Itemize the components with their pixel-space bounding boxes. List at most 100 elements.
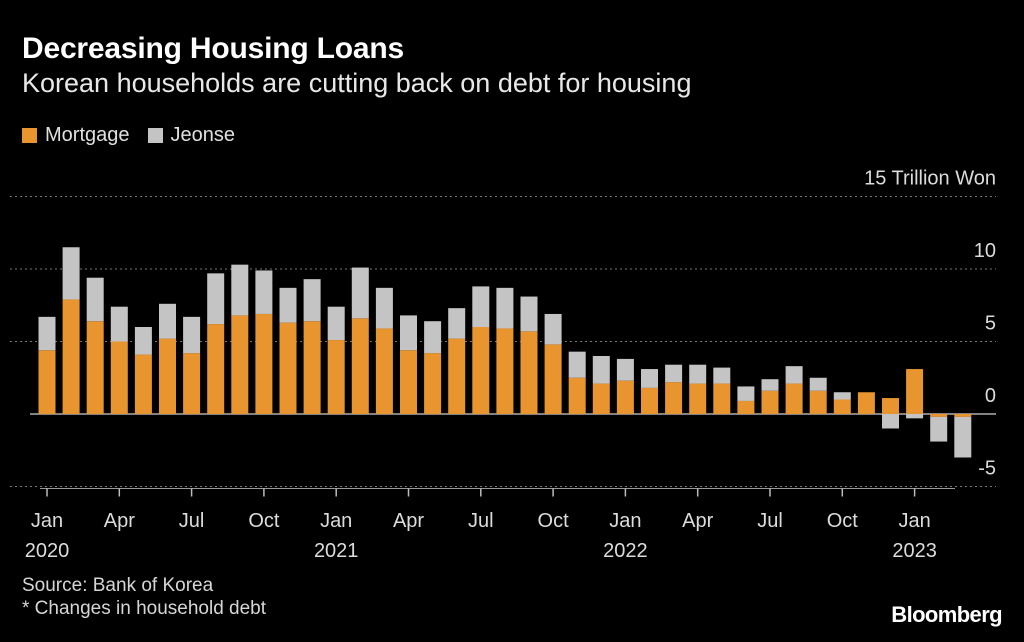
bar-jeonse — [110, 306, 128, 342]
bar-jeonse — [448, 308, 466, 339]
x-tick-label-month: Apr — [393, 510, 424, 532]
bar-jeonse — [231, 264, 249, 316]
legend-label-mortgage: Mortgage — [45, 124, 130, 146]
bar-mortgage — [568, 377, 586, 414]
bar-jeonse — [833, 392, 851, 400]
bar-mortgage — [86, 321, 104, 414]
bar-mortgage — [400, 350, 417, 414]
bar-jeonse — [761, 379, 779, 391]
bar-jeonse — [375, 287, 393, 329]
bar-jeonse — [351, 267, 369, 319]
bar-mortgage — [183, 353, 201, 414]
x-tick-label-month: Oct — [538, 510, 570, 532]
bar-mortgage — [761, 390, 779, 414]
bar-jeonse — [86, 277, 104, 322]
bar-jeonse — [906, 414, 924, 419]
bar-mortgage — [424, 353, 442, 414]
x-tick-label-month: Apr — [104, 510, 135, 532]
bar-jeonse — [592, 356, 610, 384]
bar-jeonse — [38, 316, 56, 351]
x-tick-label-month: Jan — [320, 510, 352, 532]
bar-jeonse — [689, 364, 707, 384]
bar-jeonse — [424, 321, 442, 354]
legend-swatch-jeonse — [147, 128, 163, 143]
bar-mortgage — [737, 400, 755, 414]
legend: Mortgage Jeonse — [22, 124, 253, 147]
bar-jeonse — [400, 315, 417, 351]
bar-mortgage — [833, 399, 851, 414]
chart-title: Decreasing Housing Loans — [22, 32, 404, 65]
bar-jeonse — [882, 414, 899, 429]
bar-mortgage — [62, 299, 80, 414]
bar-mortgage — [544, 344, 562, 414]
debt-note: * Changes in household debt — [22, 598, 267, 619]
bar-mortgage — [857, 392, 875, 414]
bar-mortgage — [110, 341, 128, 414]
bar-mortgage — [38, 350, 56, 414]
bar-jeonse — [134, 327, 152, 355]
bar-mortgage — [207, 324, 225, 414]
source-note: Source: Bank of Korea — [22, 575, 214, 596]
y-tick-label: 5 — [985, 313, 996, 335]
bar-jeonse — [303, 279, 321, 322]
x-tick-label-month: Jan — [609, 510, 641, 532]
bloomberg-logo: Bloomberg — [891, 602, 1002, 627]
bar-mortgage — [351, 318, 369, 414]
x-tick-label-year: 2022 — [603, 540, 648, 562]
y-tick-label: 0 — [985, 385, 996, 407]
x-tick-label-year: 2020 — [25, 540, 70, 562]
bar-mortgage — [689, 383, 707, 414]
x-tick-label-month: Jul — [757, 510, 783, 532]
x-tick-label-month: Jul — [468, 510, 494, 532]
bar-mortgage — [641, 387, 658, 414]
legend-swatch-mortgage — [22, 128, 37, 143]
bar-mortgage — [303, 321, 321, 414]
bar-mortgage — [930, 414, 948, 417]
x-tick-label-month: Oct — [248, 510, 280, 532]
bar-mortgage — [785, 383, 803, 414]
bar-mortgage — [255, 313, 273, 414]
y-tick-label: -5 — [978, 458, 996, 480]
bar-mortgage — [279, 322, 297, 414]
y-tick-label: 15 Trillion Won — [864, 168, 996, 190]
x-tick-label-month: Jul — [179, 510, 205, 532]
legend-item-mortgage: Mortgage — [22, 124, 130, 147]
bar-jeonse — [930, 416, 948, 442]
bar-jeonse — [255, 270, 273, 314]
bar-mortgage — [496, 328, 514, 414]
legend-label-jeonse: Jeonse — [170, 124, 236, 146]
x-tick-label-month: Jan — [898, 510, 930, 532]
bar-mortgage — [134, 354, 152, 414]
bar-mortgage — [472, 327, 490, 414]
bar-mortgage — [231, 315, 249, 414]
bar-jeonse — [785, 366, 803, 384]
bar-mortgage — [592, 383, 610, 414]
bar-mortgage — [906, 369, 924, 414]
bar-jeonse — [496, 287, 514, 329]
bar-mortgage — [448, 338, 466, 414]
legend-item-jeonse: Jeonse — [147, 124, 236, 147]
bar-jeonse — [520, 296, 538, 332]
bar-mortgage — [159, 338, 176, 414]
bar-jeonse — [327, 306, 345, 341]
bar-jeonse — [279, 287, 297, 323]
bar-jeonse — [616, 358, 634, 381]
bar-jeonse — [544, 313, 562, 345]
bar-jeonse — [183, 316, 201, 354]
bar-jeonse — [641, 369, 658, 388]
bar-mortgage — [713, 383, 731, 414]
x-tick-label-month: Oct — [827, 510, 859, 532]
bar-mortgage — [327, 340, 345, 414]
bar-jeonse — [954, 416, 972, 458]
chart-subtitle: Korean households are cutting back on de… — [22, 68, 692, 98]
x-tick-label-year: 2021 — [314, 540, 359, 562]
bar-jeonse — [809, 377, 827, 391]
bar-jeonse — [568, 351, 586, 378]
bar-mortgage — [809, 390, 827, 414]
bar-jeonse — [713, 367, 731, 384]
bar-mortgage — [375, 328, 393, 414]
bar-jeonse — [207, 273, 225, 325]
bar-jeonse — [159, 303, 176, 339]
y-tick-label: 10 — [974, 240, 996, 262]
